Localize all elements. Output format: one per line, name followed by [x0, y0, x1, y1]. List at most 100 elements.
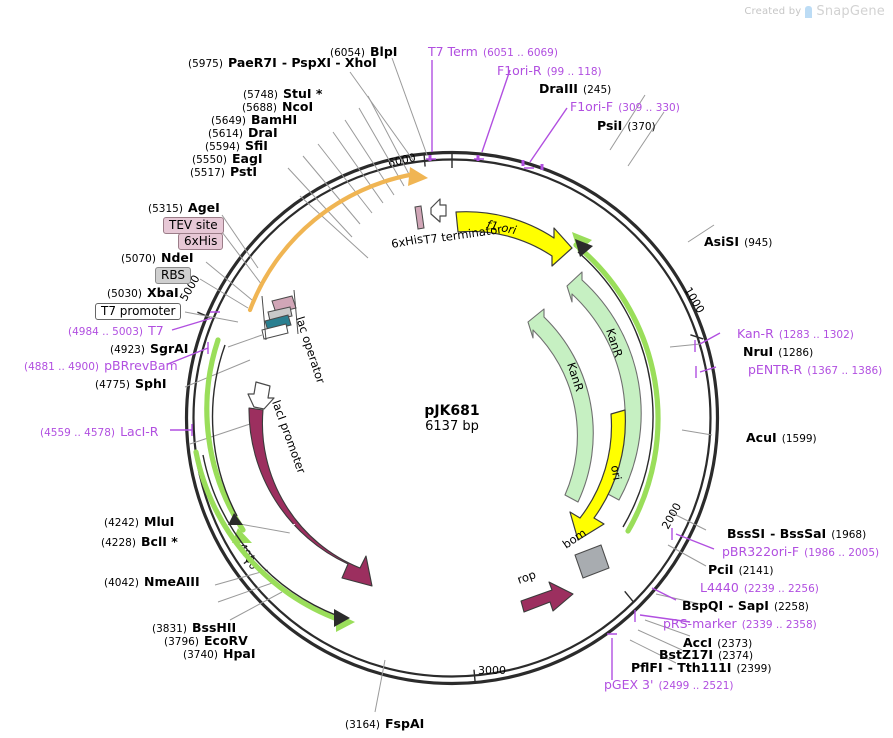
site-pos: (3164)	[345, 719, 380, 731]
feature-ori: ori	[569, 409, 626, 541]
6xhis-box: 6xHis	[178, 233, 224, 250]
watermark-brand: SnapGene	[816, 4, 885, 19]
primer-name: pRS-marker	[663, 616, 737, 631]
site-label-ecorv: (3796) EcoRV	[164, 632, 248, 648]
svg-text:3000: 3000	[478, 664, 506, 677]
leader-lines-left	[184, 214, 386, 713]
boxed-label-6xhis: 6xHis	[178, 232, 224, 250]
primer-label-prs-marker: pRS-marker (2339 .. 2358)	[663, 615, 817, 631]
site-label-bcli: (4228) BclI *	[101, 533, 178, 549]
site-pos: (2373)	[717, 638, 753, 650]
feature-rop: rop	[515, 567, 574, 613]
boxed-label-t7-promoter: T7 promoter	[95, 302, 182, 320]
primer-range: (1986 .. 2005)	[804, 547, 880, 559]
primer-range: (2339 .. 2358)	[741, 619, 817, 631]
primer-name: LacI-R	[120, 424, 159, 439]
feature-f1-ori: f1 ori	[455, 211, 573, 267]
rbs-box: RBS	[155, 267, 191, 284]
site-pos: (4228)	[101, 537, 136, 549]
site-name: DraI	[248, 125, 278, 140]
site-label-paer7i: (5975) PaeR7I - PspXI - XhoI	[188, 54, 377, 70]
primer-name: F1ori-F	[570, 99, 614, 114]
site-label-nrui: NruI (1286)	[743, 343, 813, 359]
site-label-ndei: (5070) NdeI	[121, 249, 194, 265]
svg-text:lac operator: lac operator	[293, 315, 328, 386]
site-name: AcuI	[746, 430, 777, 445]
site-label-drai: (5614) DraI	[208, 124, 278, 140]
site-label-sgrai: (4923) SgrAI	[110, 340, 188, 356]
site-name: AgeI	[188, 200, 220, 215]
site-pos: (3831)	[152, 623, 187, 635]
orange-expression-arrow	[247, 167, 428, 313]
leader-lines-right	[609, 94, 715, 664]
site-name: DraIII	[539, 81, 578, 96]
site-name: EcoRV	[204, 633, 248, 648]
site-name: MluI	[144, 514, 175, 529]
site-label-bamhi: (5649) BamHI	[211, 111, 297, 127]
site-pos: (3740)	[183, 649, 218, 661]
leader-lines-topleft	[287, 57, 428, 259]
green-arrows-laci	[193, 337, 355, 632]
site-name: PaeR7I	[228, 55, 277, 70]
site-pos: (945)	[744, 237, 773, 249]
site-name: AccI	[683, 635, 713, 650]
site-name: NruI	[743, 344, 774, 359]
plasmid-size: 6137 bp	[425, 419, 479, 434]
site-pos: (5594)	[205, 141, 240, 153]
site-name: BamHI	[251, 112, 298, 127]
site-label-bspqi: BspQI - SapI (2258)	[682, 597, 809, 613]
site-name: SgrAI	[150, 341, 189, 356]
primer-label-pgex-3: pGEX 3' (2499 .. 2521)	[604, 676, 734, 692]
site-name: PflFI	[631, 660, 663, 675]
site-pos: (5030)	[107, 288, 142, 300]
primer-range: (1367 .. 1386)	[807, 365, 883, 377]
site-pos: (4042)	[104, 577, 139, 589]
site-pos: (5517)	[190, 167, 225, 179]
site-name: BspQI	[682, 598, 724, 613]
site-pos: (5748)	[243, 89, 278, 101]
site-pos: (5649)	[211, 115, 246, 127]
site-extra: - PspXI - XhoI	[281, 55, 377, 70]
site-label-bsshii: (3831) BssHII	[152, 619, 236, 635]
site-name: NdeI	[161, 250, 194, 265]
site-pos: (370)	[627, 121, 656, 133]
site-name: PciI	[708, 562, 734, 577]
svg-text:KanR: KanR	[603, 327, 625, 360]
site-label-draiii: DraIII (245)	[539, 80, 611, 96]
site-name: NmeAIII	[144, 574, 200, 589]
site-pos: (4923)	[110, 344, 145, 356]
feature-lac-operator: lac operator	[261, 289, 328, 386]
primer-name: T7 Term	[428, 44, 478, 59]
green-arrow-kanr-right	[572, 232, 661, 534]
site-label-blpi: (6054) BlpI	[330, 43, 397, 59]
feature-bom: bom	[560, 526, 610, 579]
site-label-psii: PsiI (370)	[597, 117, 656, 133]
primer-range: (99 .. 118)	[546, 66, 602, 78]
primer-label-f1ori-f: F1ori-F (309 .. 330)	[570, 98, 680, 114]
snapgene-logo-icon	[805, 5, 813, 18]
primer-range: (309 .. 330)	[618, 102, 680, 114]
site-name: XbaI	[147, 285, 179, 300]
t7-promoter-box: T7 promoter	[95, 303, 182, 320]
primer-name: Kan-R	[737, 326, 774, 341]
svg-text:1000: 1000	[681, 285, 707, 316]
primer-range: (6051 .. 6069)	[482, 47, 558, 59]
site-pos: (3796)	[164, 636, 199, 648]
plasmid-name: pJK681	[424, 403, 480, 419]
site-pos: (1599)	[781, 433, 817, 445]
primer-label-l4440: L4440 (2239 .. 2256)	[700, 579, 819, 595]
primer-range: (1283 .. 1302)	[778, 329, 854, 341]
site-pos: (5070)	[121, 253, 156, 265]
primer-range: (4984 .. 5003)	[68, 326, 143, 338]
site-name: AsiSI	[704, 234, 740, 249]
primer-label-pentr-r: pENTR-R (1367 .. 1386)	[748, 361, 882, 377]
primer-label-kan-r: Kan-R (1283 .. 1302)	[737, 325, 854, 341]
site-label-agei: (5315) AgeI	[148, 199, 220, 215]
site-pos: (5975)	[188, 58, 223, 70]
site-tick-marks	[428, 152, 544, 170]
site-pos: (2399)	[736, 663, 772, 675]
svg-text:rop: rop	[515, 567, 537, 587]
site-name: StuI *	[283, 86, 323, 101]
site-label-eagi: (5550) EagI	[192, 150, 263, 166]
